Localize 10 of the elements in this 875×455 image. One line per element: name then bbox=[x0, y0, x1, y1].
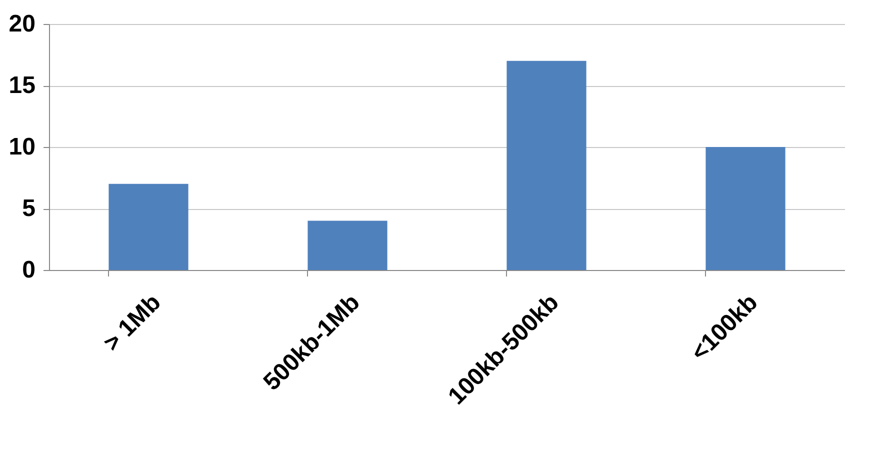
x-tick-label: > 1Mb bbox=[98, 289, 166, 357]
y-tick-label: 0 bbox=[22, 256, 36, 284]
y-tick-label: 20 bbox=[8, 10, 36, 38]
bar bbox=[506, 60, 586, 270]
bar bbox=[108, 184, 188, 270]
bar bbox=[706, 147, 786, 270]
y-tick-label: 15 bbox=[8, 72, 36, 99]
y-tick-label: 5 bbox=[22, 195, 36, 222]
y-tick-label: 10 bbox=[8, 134, 36, 160]
bar bbox=[308, 220, 388, 270]
